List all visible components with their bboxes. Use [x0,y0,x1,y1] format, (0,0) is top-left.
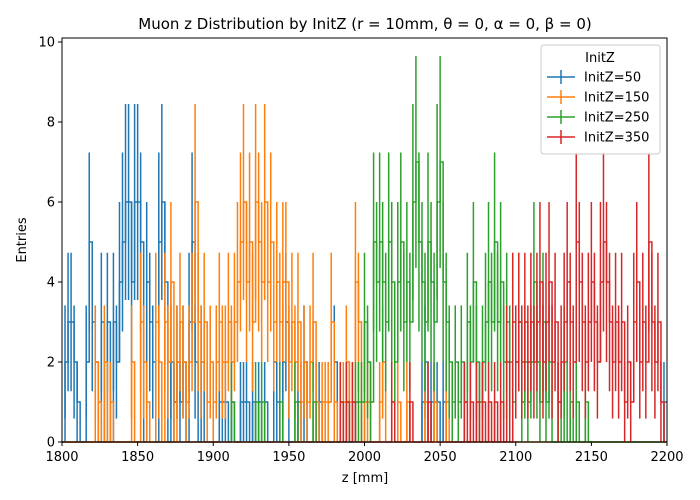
y-tick-label: 8 [47,116,55,131]
legend-label: InitZ=350 [584,131,649,146]
y-tick-label: 2 [47,356,55,371]
chart-title: Muon z Distribution by InitZ (r = 10mm, … [138,15,592,33]
x-tick-label: 1850 [121,450,154,465]
legend-entry: InitZ=250 [547,110,649,126]
legend-label: InitZ=150 [584,91,649,106]
x-tick-label: 2050 [424,450,457,465]
legend-entry: InitZ=350 [547,130,649,146]
x-tick-label: 2200 [650,450,683,465]
x-axis-label: z [mm] [342,471,388,486]
x-tick-label: 2100 [499,450,532,465]
plot-area [62,56,667,443]
x-axis-ticks: 1800 1850 1900 1950 2000 2050 2100 2150 2200 [45,442,684,465]
legend-label: InitZ=250 [584,111,649,126]
x-tick-label: 2000 [348,450,381,465]
y-tick-label: 6 [47,196,55,211]
y-tick-label: 10 [38,36,55,51]
legend-box [540,44,661,155]
legend-entry: InitZ=50 [547,70,641,86]
y-tick-label: 4 [47,276,55,291]
x-tick-label: 2150 [575,450,608,465]
y-tick-label: 0 [47,436,55,451]
x-tick-label: 1950 [272,450,305,465]
series-initz-350 [62,152,667,443]
legend-entries: InitZ=50 InitZ=150 InitZ=250 InitZ=350 [547,70,649,146]
legend-entry: InitZ=150 [547,90,649,106]
y-axis-ticks: 0 2 4 6 8 10 [38,36,62,451]
legend-label: InitZ=50 [584,71,641,86]
legend-title: InitZ [585,51,615,66]
x-tick-label: 1900 [197,450,230,465]
legend: InitZ InitZ=50 InitZ=150 InitZ=250 InitZ=35… [540,44,661,155]
y-axis-label: Entries [15,217,30,263]
x-tick-label: 1800 [45,450,78,465]
